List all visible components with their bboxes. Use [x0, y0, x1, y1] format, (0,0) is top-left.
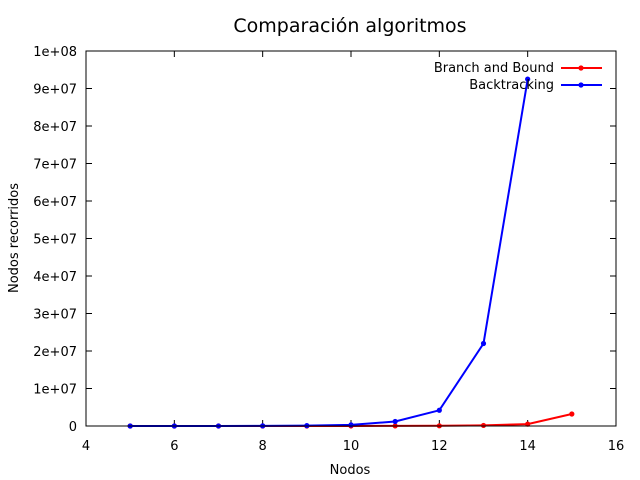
legend: Branch and Bound Backtracking — [434, 61, 602, 93]
y-tick-label: 0 — [69, 420, 77, 435]
y-axis-label: Nodos recorridos — [7, 183, 22, 293]
x-tick-label: 12 — [431, 439, 448, 454]
plot-area-border — [85, 50, 617, 427]
x-tick-label: 4 — [82, 439, 90, 454]
y-tick-label: 1e+08 — [33, 45, 77, 60]
x-tick-label: 8 — [259, 439, 267, 454]
x-tick-label: 14 — [519, 439, 536, 454]
y-tick-label: 4e+07 — [33, 270, 77, 285]
data-point — [525, 76, 531, 82]
y-tick-label: 7e+07 — [33, 158, 77, 173]
y-tick-label: 9e+07 — [33, 83, 77, 98]
y-tick-label: 2e+07 — [33, 345, 77, 360]
x-tick-label: 16 — [608, 439, 625, 454]
y-tick-label: 5e+07 — [33, 233, 77, 248]
data-point — [436, 407, 442, 413]
axis-ticks: 4 6 8 10 12 14 16 0 1e+07 2e+07 3e+07 4e+07 5e+07 6e+… — [33, 45, 624, 454]
legend-marker — [578, 65, 584, 71]
data-point — [569, 411, 575, 417]
data-point — [480, 340, 487, 347]
y-tick-label: 6e+07 — [33, 195, 77, 210]
y-tick-label: 3e+07 — [33, 308, 77, 323]
legend-marker — [578, 82, 584, 88]
data-point — [525, 421, 531, 427]
legend-label: Branch and Bound — [434, 61, 554, 76]
chart-title: Comparación algoritmos — [233, 15, 466, 37]
data-point — [348, 422, 354, 428]
x-tick-label: 6 — [170, 439, 178, 454]
data-point — [480, 422, 487, 429]
legend-label: Backtracking — [469, 78, 554, 93]
x-tick-label: 10 — [343, 439, 360, 454]
y-tick-label: 8e+07 — [33, 120, 77, 135]
x-axis-label: Nodos — [330, 463, 371, 478]
data-point — [392, 418, 398, 425]
y-tick-label: 1e+07 — [33, 383, 77, 398]
